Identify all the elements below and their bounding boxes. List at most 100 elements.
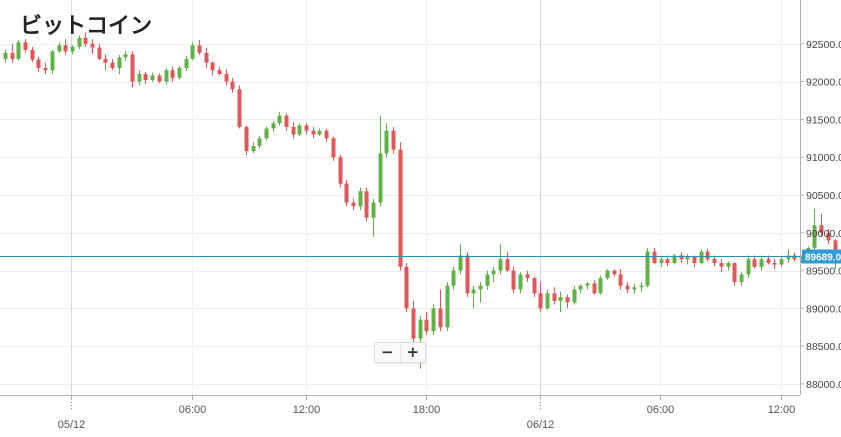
candle-body [639, 285, 644, 288]
candle-body [679, 255, 684, 260]
candle-body [672, 255, 677, 264]
y-tick-label: 91500.0 [806, 114, 841, 126]
candle-body [331, 138, 336, 158]
candle-body [659, 259, 664, 264]
candle-body [491, 270, 496, 275]
x-tick-label: 12:00 [293, 404, 321, 416]
candle-body [418, 319, 423, 339]
candle-body [338, 157, 343, 184]
candle-body [117, 57, 122, 68]
zoom-controls: − + [374, 342, 426, 363]
candle-body [277, 115, 282, 124]
candle-body [150, 75, 155, 81]
candle-body [511, 270, 516, 290]
candle-body [552, 293, 557, 301]
candle-body [83, 37, 88, 44]
candle-body [578, 285, 583, 290]
candle-body [645, 251, 650, 286]
candle-body [772, 263, 777, 265]
candle-body [585, 283, 590, 286]
x-tick-label: 12:00 [768, 404, 796, 416]
candle-body [612, 270, 617, 275]
candle-body [57, 45, 62, 52]
y-tick-label: 90500.0 [806, 190, 841, 202]
candle-body [3, 52, 8, 59]
candle-body [97, 47, 102, 59]
candle-body [598, 278, 603, 294]
candle-body [184, 58, 189, 68]
y-tick-label: 92500.0 [806, 39, 841, 51]
y-tick-label: 88000.0 [806, 379, 841, 391]
candle-body [30, 49, 35, 60]
candle-body [364, 191, 369, 218]
candle-body [70, 46, 75, 52]
candle-body [665, 259, 670, 264]
candle-body [732, 263, 737, 282]
candle-body [431, 308, 436, 332]
candle-body [244, 126, 249, 152]
current-price-label-bg [802, 249, 841, 264]
candle-body [746, 259, 751, 275]
candle-body [130, 54, 135, 82]
candle-body [16, 42, 21, 59]
candle-body [358, 191, 363, 207]
candle-body [779, 259, 784, 265]
candle-body [190, 45, 195, 59]
candle-body [766, 259, 771, 264]
candle-body [833, 240, 838, 257]
candle-body [271, 123, 276, 129]
candle-body [565, 297, 570, 303]
candle-body [478, 285, 483, 290]
candle-body [36, 59, 41, 68]
candle-body [143, 74, 148, 81]
candle-body [411, 308, 416, 339]
candle-body [705, 251, 710, 260]
candle-body [210, 62, 215, 71]
candle-body [545, 293, 550, 309]
candle-body [123, 54, 128, 58]
candle-body [251, 145, 256, 152]
y-tick-label: 90000.0 [806, 228, 841, 240]
candle-body [558, 297, 563, 301]
candle-body [465, 255, 470, 294]
y-tick-label: 91000.0 [806, 152, 841, 164]
candle-body [505, 259, 510, 271]
candle-body [110, 62, 115, 68]
candle-body [498, 259, 503, 271]
zoom-out-button[interactable]: − [380, 343, 394, 361]
candle-body [230, 81, 235, 90]
candle-body [605, 270, 610, 279]
candle-body [719, 263, 724, 267]
candle-body [618, 274, 623, 286]
candle-body [759, 259, 764, 267]
candle-body [592, 283, 597, 294]
candle-body [351, 202, 356, 207]
candle-body [424, 319, 429, 332]
candle-body [792, 255, 797, 260]
chart-title: ビットコイン [20, 14, 153, 39]
x-tick-label: 06:00 [647, 404, 675, 416]
candle-body [699, 251, 704, 264]
candle-body [525, 274, 530, 279]
candle-body [264, 128, 269, 139]
current-price-line: 89689.0 [0, 249, 841, 264]
candle-body [50, 51, 55, 71]
candle-body [177, 67, 182, 78]
candle-body [812, 225, 817, 248]
candle-body [391, 130, 396, 150]
candle-body [224, 74, 229, 82]
x-date-label: 05/12 [58, 419, 86, 431]
candle-body [652, 251, 657, 264]
candle-body [317, 130, 322, 135]
candle-body [572, 289, 577, 303]
y-tick-label: 89000.0 [806, 303, 841, 315]
candle-body [63, 45, 68, 52]
y-tick-label: 92000.0 [806, 77, 841, 89]
candle-body [485, 274, 490, 286]
candle-body [538, 293, 543, 309]
x-tick-label: 18:00 [413, 404, 441, 416]
candle-body [304, 125, 309, 131]
zoom-in-button[interactable]: + [399, 343, 426, 362]
